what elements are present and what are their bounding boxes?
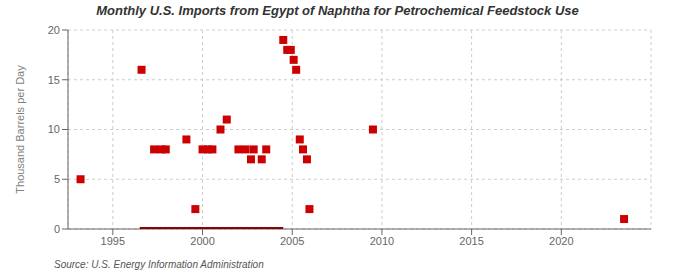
svg-text:Thousand Barrels per Day: Thousand Barrels per Day: [14, 65, 26, 194]
svg-text:2020: 2020: [549, 235, 573, 247]
svg-text:0: 0: [54, 223, 60, 235]
svg-text:5: 5: [54, 173, 60, 185]
html-text:Monthly U.S. Imports from Egyp: Monthly U.S. Imports from Egypt of Napht…: [96, 3, 579, 18]
svg-text:2015: 2015: [459, 235, 483, 247]
html-text:Source: U.S. Energy Informatio: Source: U.S. Energy Information Administ…: [54, 259, 264, 270]
svg-text:15: 15: [48, 74, 60, 86]
svg-text:2000: 2000: [190, 235, 214, 247]
svg-text:2005: 2005: [280, 235, 304, 247]
svg-text:10: 10: [48, 123, 60, 135]
svg-text:1995: 1995: [101, 235, 125, 247]
svg-text:20: 20: [48, 24, 60, 36]
svg-text:2010: 2010: [370, 235, 394, 247]
